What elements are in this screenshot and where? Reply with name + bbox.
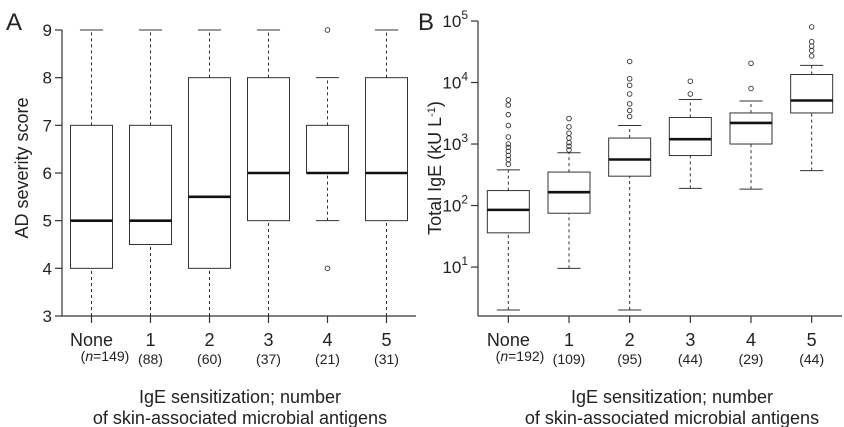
panel-a-category-label: 2 xyxy=(204,330,214,350)
panel-a-category-label: 1 xyxy=(145,330,155,350)
panel-b-outlier-point xyxy=(566,124,572,130)
panel-a-outlier-point xyxy=(324,265,331,272)
panel-a-category-label: 3 xyxy=(263,330,273,350)
panel-b-outlier-point xyxy=(626,82,633,89)
panel-b-count-none: (n=192) xyxy=(496,348,545,364)
panel-b-outlier-point xyxy=(505,156,512,163)
panel-b-count-label: (44) xyxy=(799,351,824,367)
panel-b-box xyxy=(486,190,530,234)
panel-a-xlabel-line1: IgE sensitization; number xyxy=(139,387,341,407)
panel-b-outlier-point xyxy=(748,60,754,67)
panel-b-outlier-point xyxy=(505,97,512,103)
panel-b-outlier-point xyxy=(505,111,512,118)
panel-b-category-label: 4 xyxy=(746,330,756,350)
panel-b-outlier-point xyxy=(566,115,572,122)
panel-b-outlier-point xyxy=(505,102,512,108)
panel-b-ylabel: Total IgE (kU L-1) xyxy=(425,101,445,235)
panel-a-letter: A xyxy=(6,9,22,36)
panel-b-outlier-point xyxy=(687,91,694,97)
panel-b-outlier-point xyxy=(626,58,633,65)
panel-b-outlier-point xyxy=(626,76,633,82)
panel-b-letter: B xyxy=(418,9,434,36)
panel-b-outlier-point xyxy=(808,43,815,49)
panel-a-count-label: (31) xyxy=(374,351,399,367)
panel-a-box xyxy=(70,124,113,269)
panel-b-outlier-point xyxy=(566,130,572,136)
panel-b-outlier-point xyxy=(505,134,512,140)
panel-a-ytick-label: 5 xyxy=(43,212,52,231)
panel-b-category-label: 5 xyxy=(807,330,817,350)
panel-b-outlier-point xyxy=(626,107,633,114)
panel-b-outlier-point xyxy=(505,148,512,155)
panel-b-outlier-point xyxy=(566,143,572,149)
panel-a-box xyxy=(188,77,231,269)
panel-b-outlier-point xyxy=(505,161,512,167)
panel-a-count-label: (60) xyxy=(197,351,222,367)
panel-a-ytick-label: 4 xyxy=(43,259,52,278)
panel-b-box xyxy=(668,116,712,157)
panel-b-box xyxy=(729,112,773,145)
panel-b-outlier-point xyxy=(505,122,512,129)
panel-b-outlier-point xyxy=(808,38,815,45)
panel-a-ytick-label: 7 xyxy=(43,116,52,135)
panel-b-outlier-point xyxy=(626,91,633,97)
panel-b-outlier-point xyxy=(505,144,512,151)
panel-a-box xyxy=(247,77,290,222)
panel-b-count-label: (95) xyxy=(617,351,642,367)
panel-b-category-label: 2 xyxy=(625,330,635,350)
panel-b-outlier-point xyxy=(687,78,694,84)
panel-b-outlier-point xyxy=(808,53,815,59)
panel-b-box xyxy=(790,73,834,114)
panel-a-category-label: 4 xyxy=(322,330,332,350)
panel-a-box xyxy=(129,124,172,245)
panel-b-xlabel-line2: of skin-associated microbial antigens xyxy=(525,408,819,427)
panel-b-ytick-label: 104 xyxy=(442,70,468,93)
panel-a-ytick-label: 6 xyxy=(43,164,52,183)
panel-a-count-label: (88) xyxy=(138,351,163,367)
panel-b-outlier-point xyxy=(626,113,633,120)
panel-b-outlier-point xyxy=(808,24,815,30)
panel-a-ylabel: AD severity score xyxy=(12,97,32,238)
panel-b-ytick-label: 102 xyxy=(442,193,468,216)
panel-a-ytick-label: 9 xyxy=(43,21,52,40)
panel-a-count-label: (37) xyxy=(256,351,281,367)
panel-a-category-label: None xyxy=(70,330,113,350)
panel-b-category-label: 1 xyxy=(564,330,574,350)
panel-b-ytick-label: 103 xyxy=(442,131,468,154)
panel-b-box xyxy=(608,137,652,177)
panel-a-box xyxy=(306,124,349,174)
panel-b-ytick-label: 101 xyxy=(442,254,468,277)
panel-b-outlier-point xyxy=(748,85,754,92)
panel-b-xlabel-line1: IgE sensitization; number xyxy=(571,387,773,407)
panel-b-count-label: (44) xyxy=(678,351,703,367)
panel-a-count-label: (21) xyxy=(315,351,340,367)
panel-a-box xyxy=(365,77,408,222)
panel-a-category-label: 5 xyxy=(381,330,391,350)
panel-b-outlier-point xyxy=(566,135,572,141)
panel-a-outlier-point xyxy=(324,27,331,33)
panel-b-category-label: None xyxy=(487,330,530,350)
panel-b-count-label: (29) xyxy=(739,351,764,367)
panel-b-ytick-label: 105 xyxy=(442,8,468,31)
panel-a-count-none: (n=149) xyxy=(81,348,130,364)
panel-b-outlier-point xyxy=(505,141,512,147)
panel-b-category-label: 3 xyxy=(685,330,695,350)
panel-b-count-label: (109) xyxy=(553,351,586,367)
panel-b-outlier-point xyxy=(626,101,633,107)
panel-b-outlier-point xyxy=(808,47,815,54)
panel-a-xlabel-line2: of skin-associated microbial antigens xyxy=(93,408,387,427)
panel-b-outlier-point xyxy=(566,147,572,153)
panel-a-ytick-label: 8 xyxy=(43,69,52,88)
panel-a-ytick-label: 3 xyxy=(43,307,52,326)
